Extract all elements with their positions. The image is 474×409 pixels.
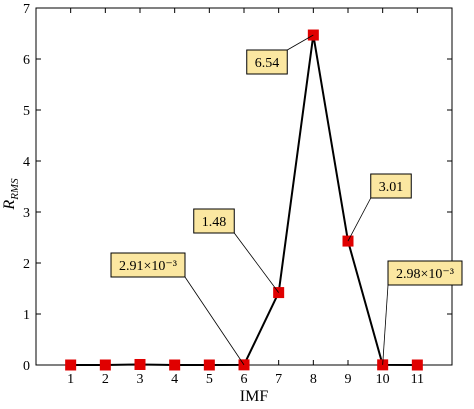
data-point-marker: [203, 359, 215, 371]
annotation-leader: [382, 284, 389, 365]
y-axis-title: RRMS: [1, 178, 21, 211]
annotation-leader: [233, 232, 279, 293]
x-tick-label: 4: [171, 372, 178, 387]
x-tick-label: 9: [345, 372, 352, 387]
annotation-label: 1.48: [202, 215, 227, 230]
data-point-marker: [169, 359, 181, 371]
y-tick-label: 6: [23, 53, 30, 68]
annotation-label: 2.91×10⁻³: [119, 259, 177, 274]
annotation-box: [110, 252, 186, 278]
y-tick-label: 3: [23, 206, 30, 221]
x-tick-label: 3: [137, 372, 144, 387]
x-tick-label: 2: [102, 372, 109, 387]
annotation-leader: [347, 197, 372, 242]
annotation-leader: [184, 276, 245, 366]
y-tick-label: 0: [23, 359, 30, 374]
series-line: [70, 34, 418, 366]
annotation-leader: [287, 34, 314, 51]
annotation-callout: 2.91×10⁻³: [110, 252, 245, 366]
annotation-callout: 2.98×10⁻³: [382, 260, 463, 365]
annotation-callout: 6.54: [246, 34, 314, 75]
y-axis-title-main: R: [1, 200, 18, 211]
y-tick-label: 5: [23, 104, 30, 119]
annotation-label: 2.98×10⁻³: [396, 267, 454, 282]
y-tick-label: 2: [23, 257, 30, 272]
x-tick-label: 7: [275, 372, 282, 387]
annotation-box: [193, 208, 235, 234]
data-point-marker: [411, 359, 423, 371]
data-point-marker: [99, 359, 111, 371]
y-tick-label: 1: [23, 308, 30, 323]
data-point-marker: [134, 358, 146, 370]
annotation-box: [387, 260, 463, 286]
annotation-label: 3.01: [379, 180, 404, 195]
y-tick-label: 4: [23, 155, 30, 170]
x-tick-label: 5: [206, 372, 213, 387]
x-tick-label: 11: [411, 372, 424, 387]
x-tick-label: 8: [310, 372, 317, 387]
y-tick-label: 7: [23, 2, 30, 17]
annotation-callout: 1.48: [193, 208, 279, 293]
x-axis-title: IMF: [240, 388, 269, 405]
x-tick-label: 6: [241, 372, 248, 387]
data-point-marker: [65, 359, 77, 371]
annotation-box: [370, 173, 412, 199]
annotation-callout: 3.01: [347, 173, 412, 242]
annotation-label: 6.54: [255, 56, 280, 71]
x-tick-label: 10: [376, 372, 390, 387]
x-tick-label: 1: [67, 372, 74, 387]
y-axis-title-subscript: RMS: [9, 178, 21, 201]
annotation-box: [246, 49, 288, 75]
